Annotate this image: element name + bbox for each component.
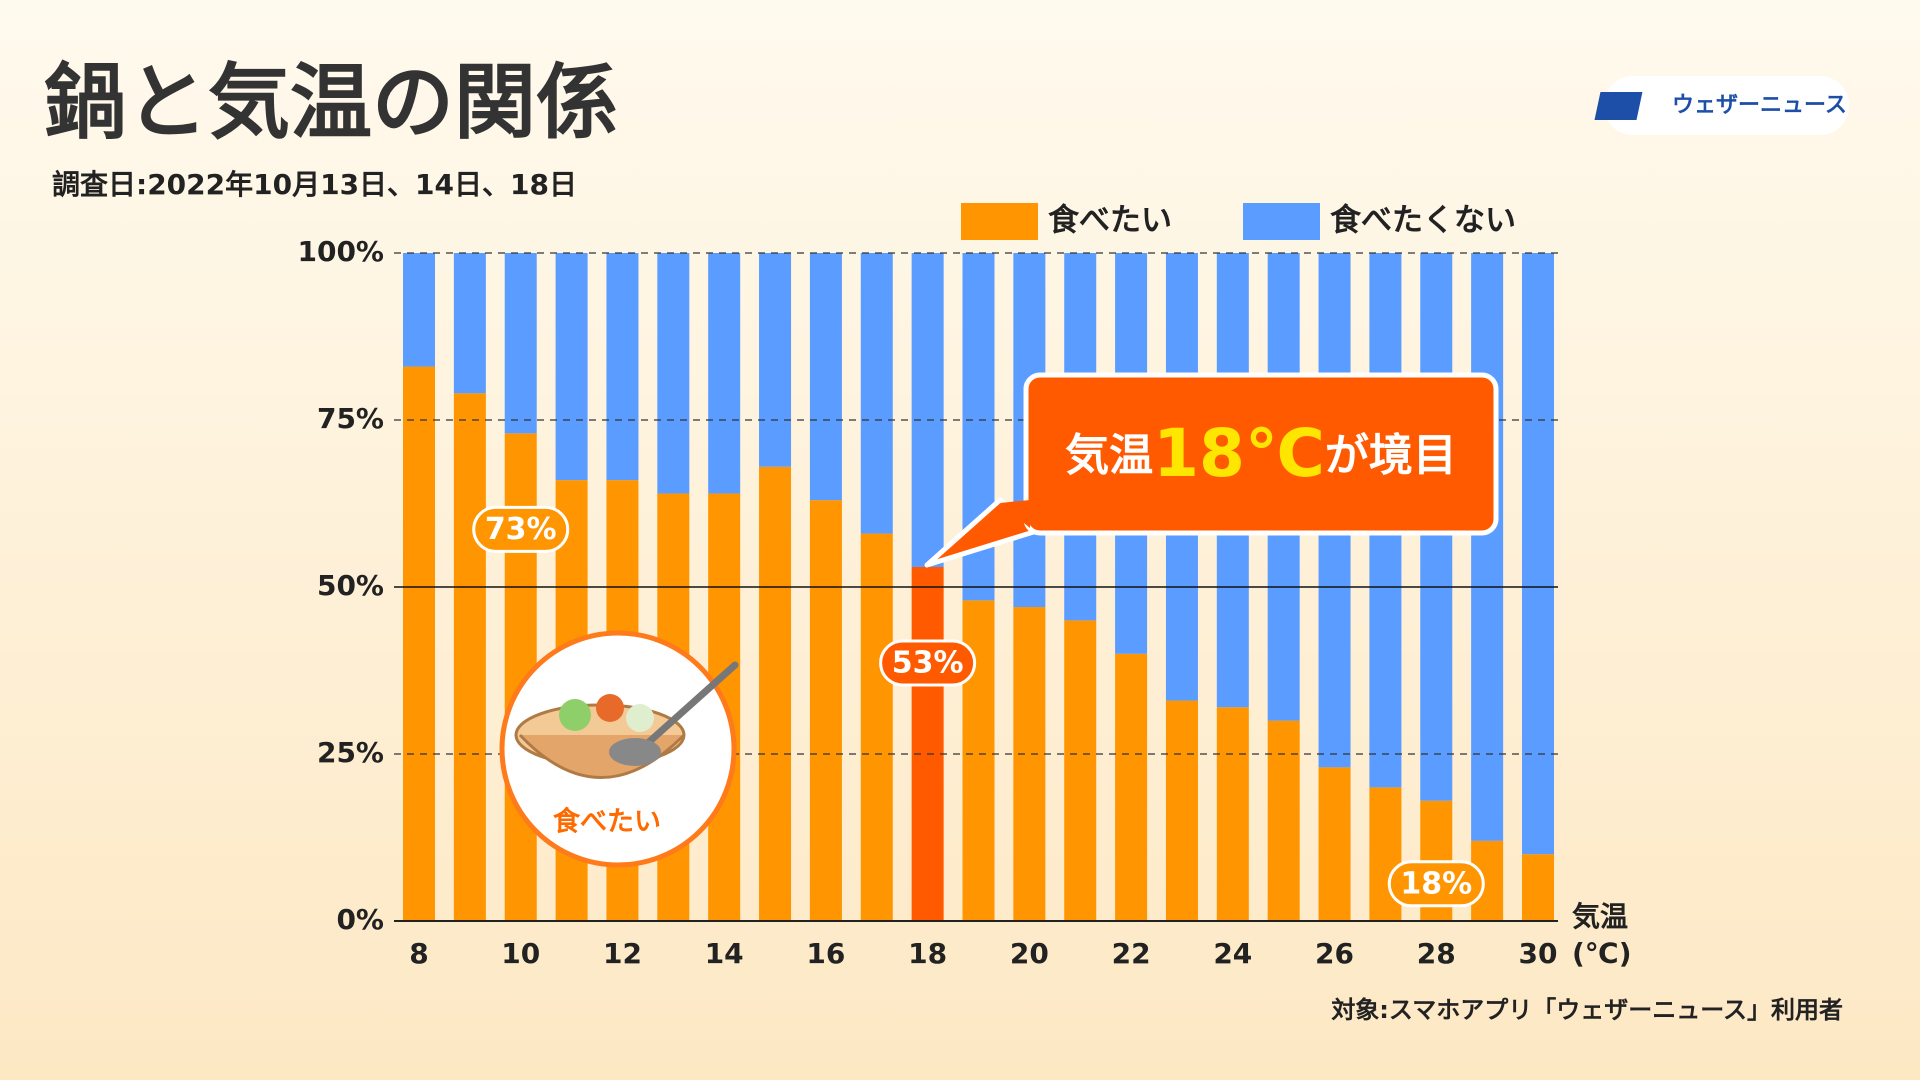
x-tick-label: 10 xyxy=(501,937,540,970)
value-label: 73% xyxy=(485,512,557,547)
bar-segment xyxy=(911,566,944,921)
y-tick-label: 75% xyxy=(317,402,384,435)
logo-mark xyxy=(1594,92,1643,120)
bar-segment xyxy=(453,253,486,394)
x-tick-label: 16 xyxy=(806,937,845,970)
bar-segment xyxy=(403,366,435,921)
logo-box xyxy=(1604,76,1849,135)
x-tick-label: 26 xyxy=(1315,937,1354,970)
chart-subtitle: 調査日:2022年10月13日、14日、18日 xyxy=(52,168,577,201)
illustration-label: 食べたい xyxy=(553,806,661,838)
x-tick-label: 28 xyxy=(1417,937,1456,970)
bar-segment xyxy=(809,253,842,501)
bar-segment xyxy=(1115,653,1148,921)
bar-segment xyxy=(860,253,893,534)
bar-segment xyxy=(1522,854,1554,921)
x-tick-label: 30 xyxy=(1519,937,1558,970)
bar-segment xyxy=(606,253,639,481)
bar-segment xyxy=(453,393,486,921)
callout-box xyxy=(1023,372,1499,536)
x-tick-label: 24 xyxy=(1213,937,1252,970)
y-tick-label: 0% xyxy=(336,903,384,936)
value-label-pill xyxy=(472,505,570,553)
callout-highlight: 18℃ xyxy=(1153,415,1325,492)
y-tick-label: 50% xyxy=(317,569,384,602)
bar-segment xyxy=(403,253,435,367)
bar-segment xyxy=(860,533,893,921)
legend-label: 食べたい xyxy=(1048,203,1172,239)
x-axis-title: 気温 xyxy=(1572,900,1628,933)
logo-text: ウェザーニュース xyxy=(1672,93,1847,118)
ladle-bowl xyxy=(609,738,661,766)
x-axis-title: (℃) xyxy=(1572,937,1632,970)
bar-segment xyxy=(1216,707,1249,921)
bar-segment xyxy=(759,466,792,921)
value-label-pill xyxy=(879,639,977,687)
legend-label: 食べたくない xyxy=(1330,203,1516,239)
ladle xyxy=(636,661,739,754)
bar-segment xyxy=(1522,253,1554,855)
bar-segment xyxy=(504,253,537,434)
bar-segment xyxy=(555,253,588,481)
callout-joint xyxy=(1000,500,1030,528)
x-tick-label: 14 xyxy=(705,937,744,970)
source-note: 対象:スマホアプリ「ウェザーニュース」利用者 xyxy=(1331,996,1843,1024)
value-label-pill xyxy=(1387,860,1485,908)
vegetable xyxy=(626,704,654,732)
x-tick-label: 22 xyxy=(1112,937,1151,970)
bar-segment xyxy=(708,253,741,494)
bar-segment xyxy=(759,253,792,467)
bar-segment xyxy=(1165,700,1198,921)
bar-segment xyxy=(657,253,690,494)
value-label: 18% xyxy=(1400,866,1472,901)
chart-title: 鍋と気温の関係 xyxy=(44,55,618,150)
bar-segment xyxy=(911,253,944,567)
legend-swatch xyxy=(1243,203,1320,240)
bar-segment xyxy=(1013,607,1046,921)
legend-swatch xyxy=(961,203,1038,240)
y-tick-label: 100% xyxy=(297,235,384,268)
vegetable xyxy=(559,699,591,731)
y-tick-label: 25% xyxy=(317,736,384,769)
x-tick-label: 8 xyxy=(409,937,428,970)
bar-segment xyxy=(1064,620,1097,921)
bar-segment xyxy=(1267,720,1300,921)
callout-text: 気温18℃が境目 xyxy=(1065,415,1457,492)
bar-segment xyxy=(1471,253,1504,841)
x-tick-label: 20 xyxy=(1010,937,1049,970)
value-label: 53% xyxy=(892,645,964,680)
vegetable xyxy=(596,694,624,722)
callout-part: が境目 xyxy=(1325,430,1457,481)
x-tick-label: 12 xyxy=(603,937,642,970)
x-tick-label: 18 xyxy=(908,937,947,970)
bar-segment xyxy=(1318,767,1351,921)
bar-segment xyxy=(809,500,842,921)
callout-part: 気温 xyxy=(1065,430,1153,481)
